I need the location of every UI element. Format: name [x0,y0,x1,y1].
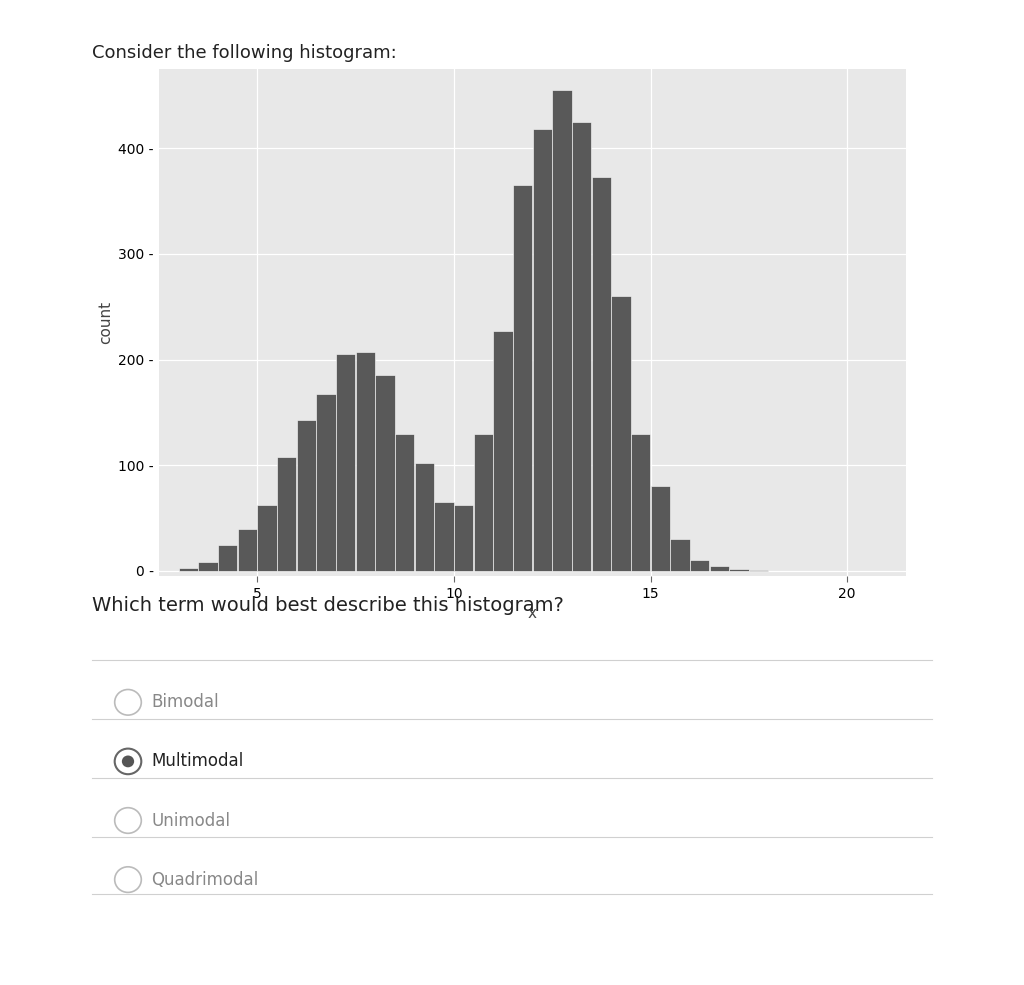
Text: Multimodal: Multimodal [152,753,244,770]
Bar [650,487,670,571]
Text: Bimodal: Bimodal [152,693,219,711]
Text: Consider the following histogram:: Consider the following histogram: [92,44,397,62]
Text: Which term would best describe this histogram?: Which term would best describe this hist… [92,596,564,615]
Text: Unimodal: Unimodal [152,812,230,829]
Bar [454,505,473,571]
Bar [395,433,415,571]
Bar [355,353,375,571]
Bar [336,355,355,571]
Bar [671,539,689,571]
Bar [178,567,198,571]
Bar [611,296,631,571]
Bar [376,375,394,571]
Bar [494,331,513,571]
Bar [513,185,532,571]
Bar [631,433,650,571]
Bar [199,562,217,571]
Bar [710,565,729,571]
X-axis label: x: x [528,606,537,622]
Bar [572,122,591,571]
Bar [750,570,768,571]
Bar [690,560,710,571]
Y-axis label: count: count [97,301,113,344]
Bar [552,90,571,571]
Bar [532,129,552,571]
Text: Quadrimodal: Quadrimodal [152,871,259,888]
Bar [474,433,493,571]
Bar [257,505,276,571]
Bar [415,463,434,571]
Bar [218,545,238,571]
Bar [276,457,296,571]
Bar [238,529,257,571]
Bar [297,420,315,571]
Bar [729,568,749,571]
Bar [592,176,611,571]
Bar [434,502,454,571]
Bar [316,394,336,571]
